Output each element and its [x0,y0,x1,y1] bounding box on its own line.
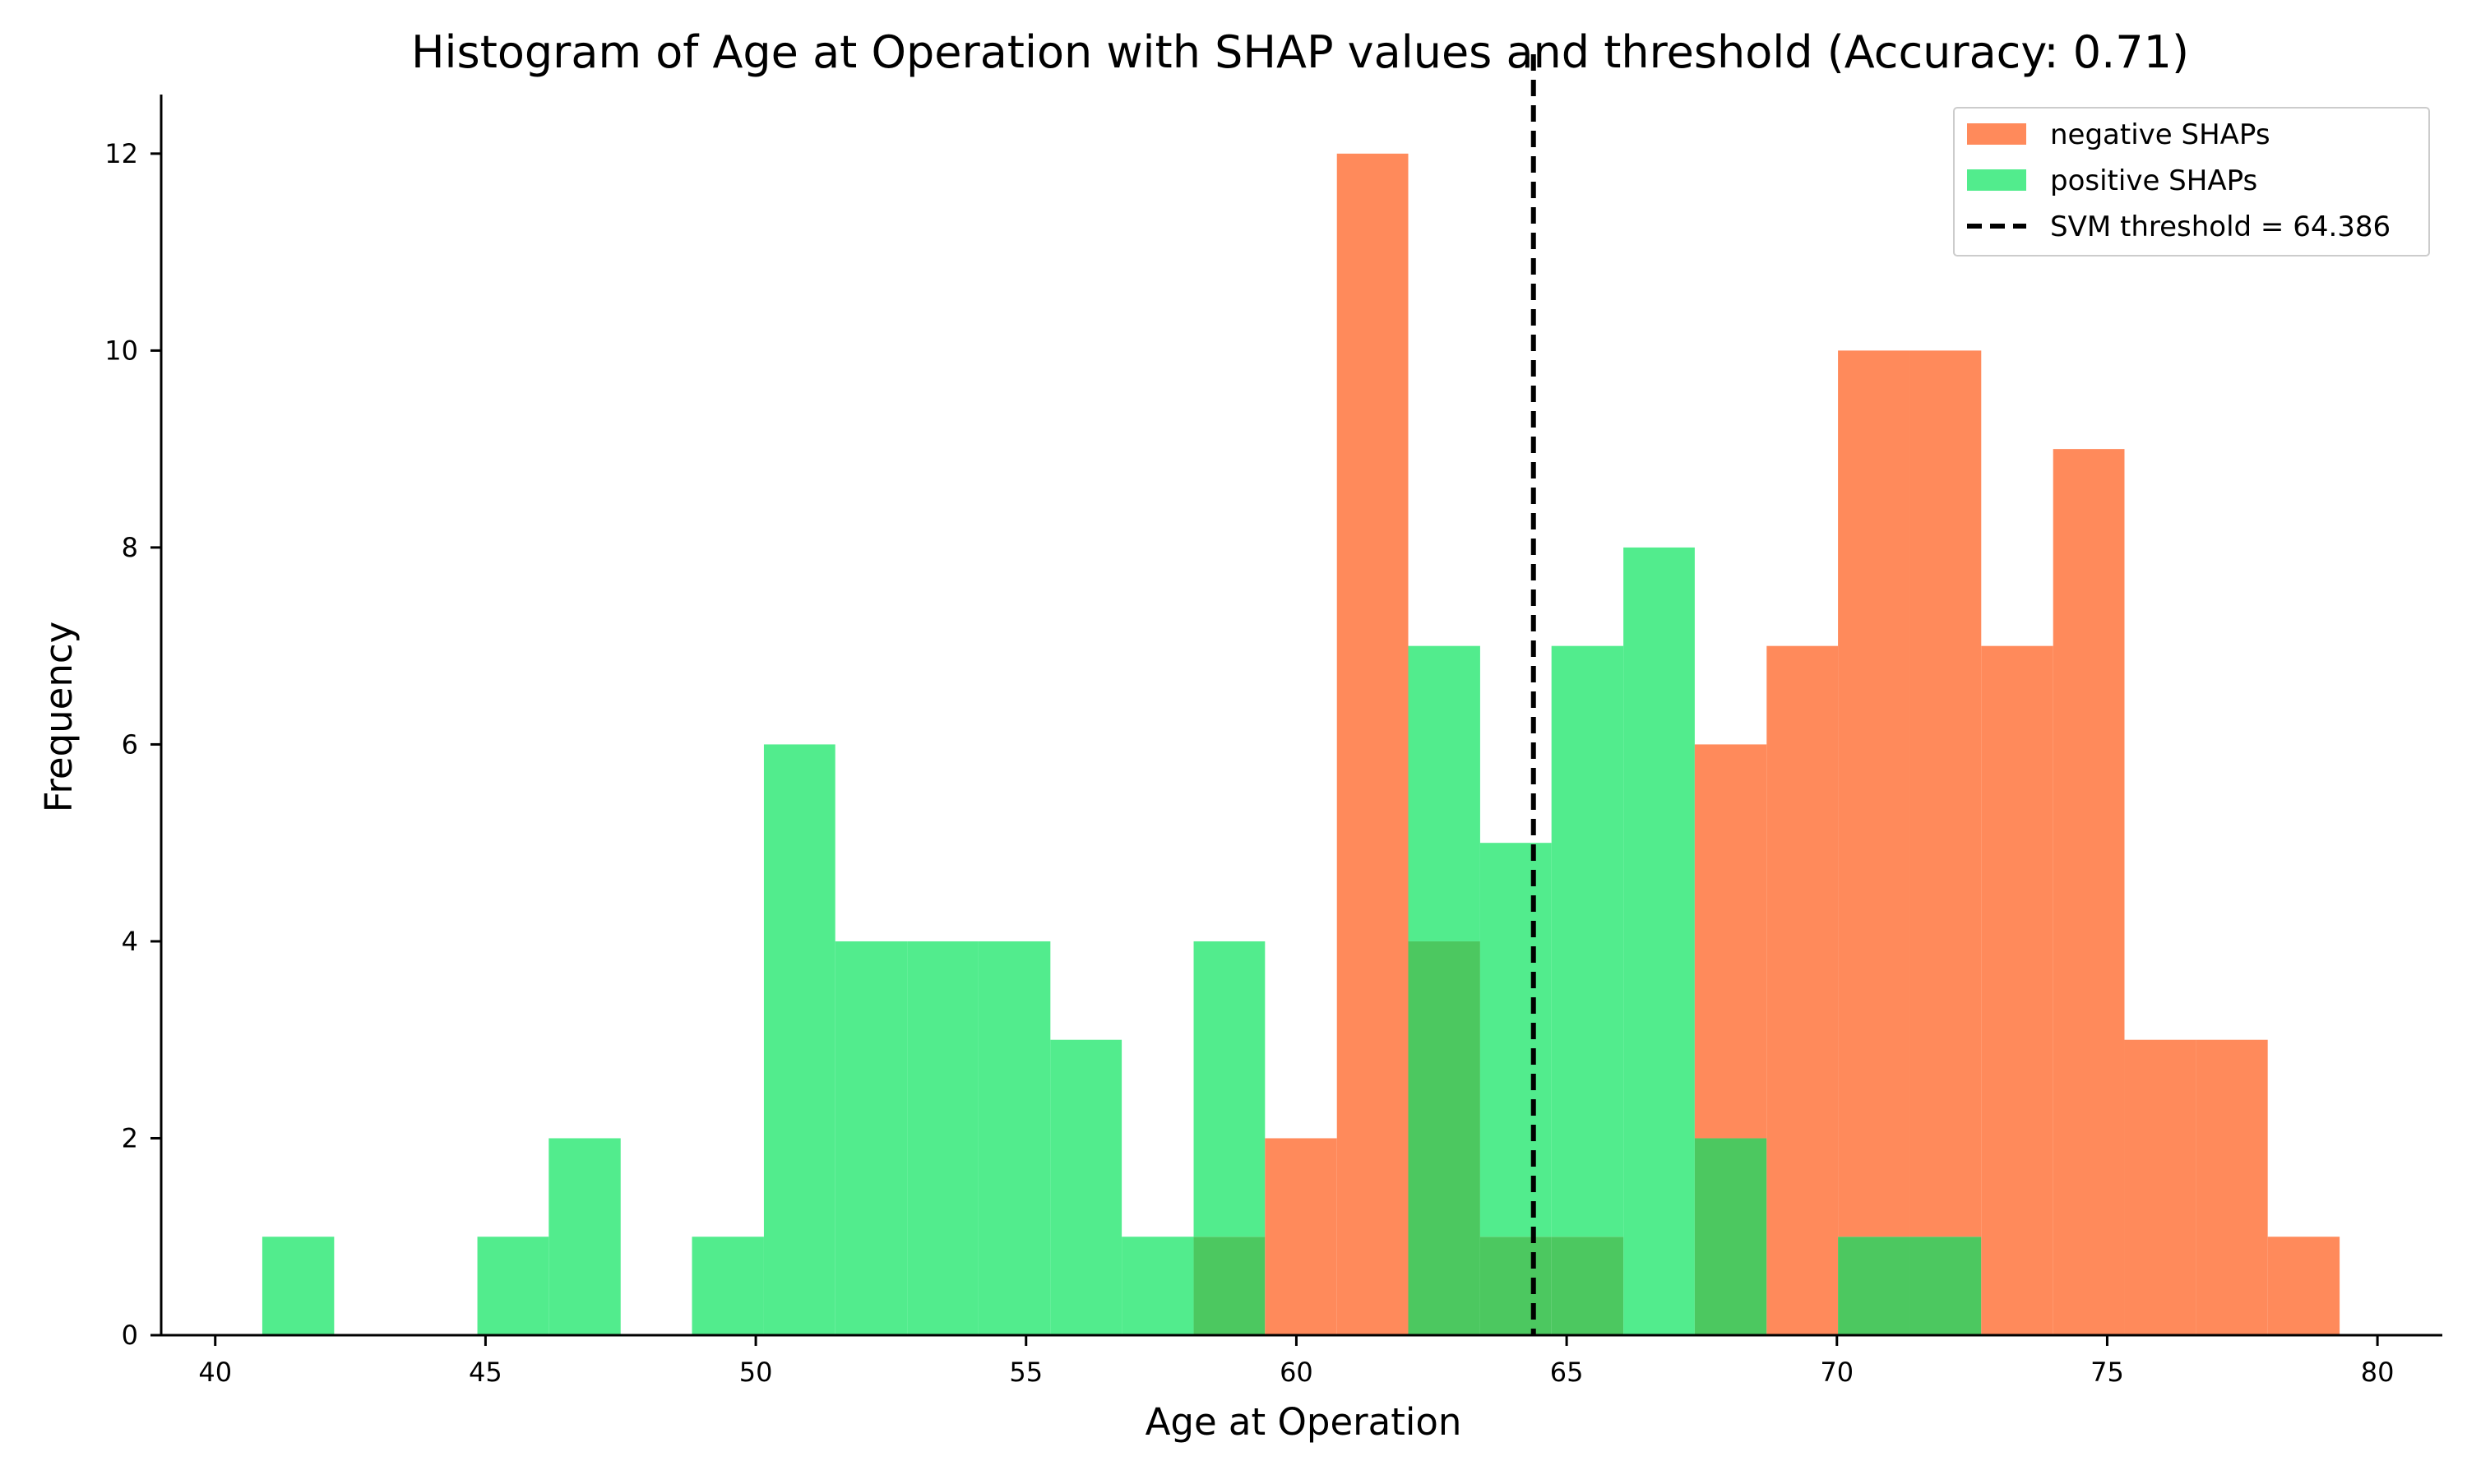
bar-positive-shap [763,744,835,1335]
x-tick-label: 80 [2361,1357,2395,1388]
y-tick-label: 4 [122,926,138,957]
bar-positive-shap [1122,1237,1194,1335]
y-tick-label: 10 [104,335,138,366]
y-tick-label: 12 [104,138,138,169]
bar-negative-shap [1694,744,1767,1139]
bar-negative-shap [2196,1039,2268,1335]
legend: negative SHAPs positive SHAPs SVM thresh… [1953,107,2430,257]
y-axis-label: Frequency [37,622,81,812]
bar-negative-shap [2124,1039,2196,1335]
x-tick-label: 50 [739,1357,773,1388]
bar-overlap [1408,941,1480,1335]
bar-negative-shap [1838,350,1910,1237]
legend-label-positive: positive SHAPs [2050,164,2257,197]
y-tick-label: 0 [122,1320,138,1351]
legend-label-negative: negative SHAPs [2050,118,2270,151]
bar-positive-shap [907,941,979,1335]
bar-negative-shap [2053,449,2125,1336]
x-tick-label: 75 [2090,1357,2124,1388]
bar-positive-shap [835,941,908,1335]
bar-positive-shap [978,941,1051,1335]
bar-negative-shap [1981,645,2053,1335]
legend-frame [1953,107,2430,257]
x-tick-label: 55 [1009,1357,1043,1388]
axes-layer: 40 45 50 55 60 65 70 75 80 0 2 4 6 8 10 12 [104,95,2442,1388]
bar-positive-shap [1050,1039,1122,1335]
bar-overlap [1694,1138,1767,1335]
bar-positive-shap [692,1237,764,1335]
bar-positive-shap [262,1237,335,1335]
bar-negative-shap [1909,350,1982,1237]
bar-negative-shap [2267,1237,2340,1335]
bar-overlap [1193,1237,1266,1335]
bar-overlap [1551,1237,1624,1335]
x-tick-label: 45 [469,1357,502,1388]
bar-positive-shap [1193,941,1266,1237]
bar-positive-shap [548,1138,621,1335]
bar-negative-shap [1336,153,1409,1335]
legend-swatch-negative [1967,123,2026,145]
bars-layer [262,153,2340,1336]
x-tick-label: 65 [1550,1357,1584,1388]
bar-positive-shap [477,1237,549,1335]
bar-positive-shap [1551,645,1624,1237]
y-tick-label: 2 [122,1122,138,1153]
bar-positive-shap [1479,843,1552,1237]
bar-negative-shap [1265,1138,1337,1335]
y-tick-label: 6 [122,728,138,760]
bar-overlap [1479,1237,1552,1335]
x-tick-label: 40 [198,1357,232,1388]
legend-swatch-positive [1967,169,2026,191]
bar-positive-shap [1408,645,1480,941]
bar-overlap [1909,1237,1982,1335]
bar-negative-shap [1766,645,1839,1335]
legend-label-threshold: SVM threshold = 64.386 [2050,210,2391,243]
x-axis-label: Age at Operation [1146,1400,1462,1444]
x-tick-label: 60 [1280,1357,1313,1388]
y-tick-label: 8 [122,532,138,563]
bar-overlap [1838,1237,1910,1335]
chart-title: Histogram of Age at Operation with SHAP … [411,26,2189,78]
x-tick-label: 70 [1820,1357,1854,1388]
bar-positive-shap [1623,547,1695,1335]
